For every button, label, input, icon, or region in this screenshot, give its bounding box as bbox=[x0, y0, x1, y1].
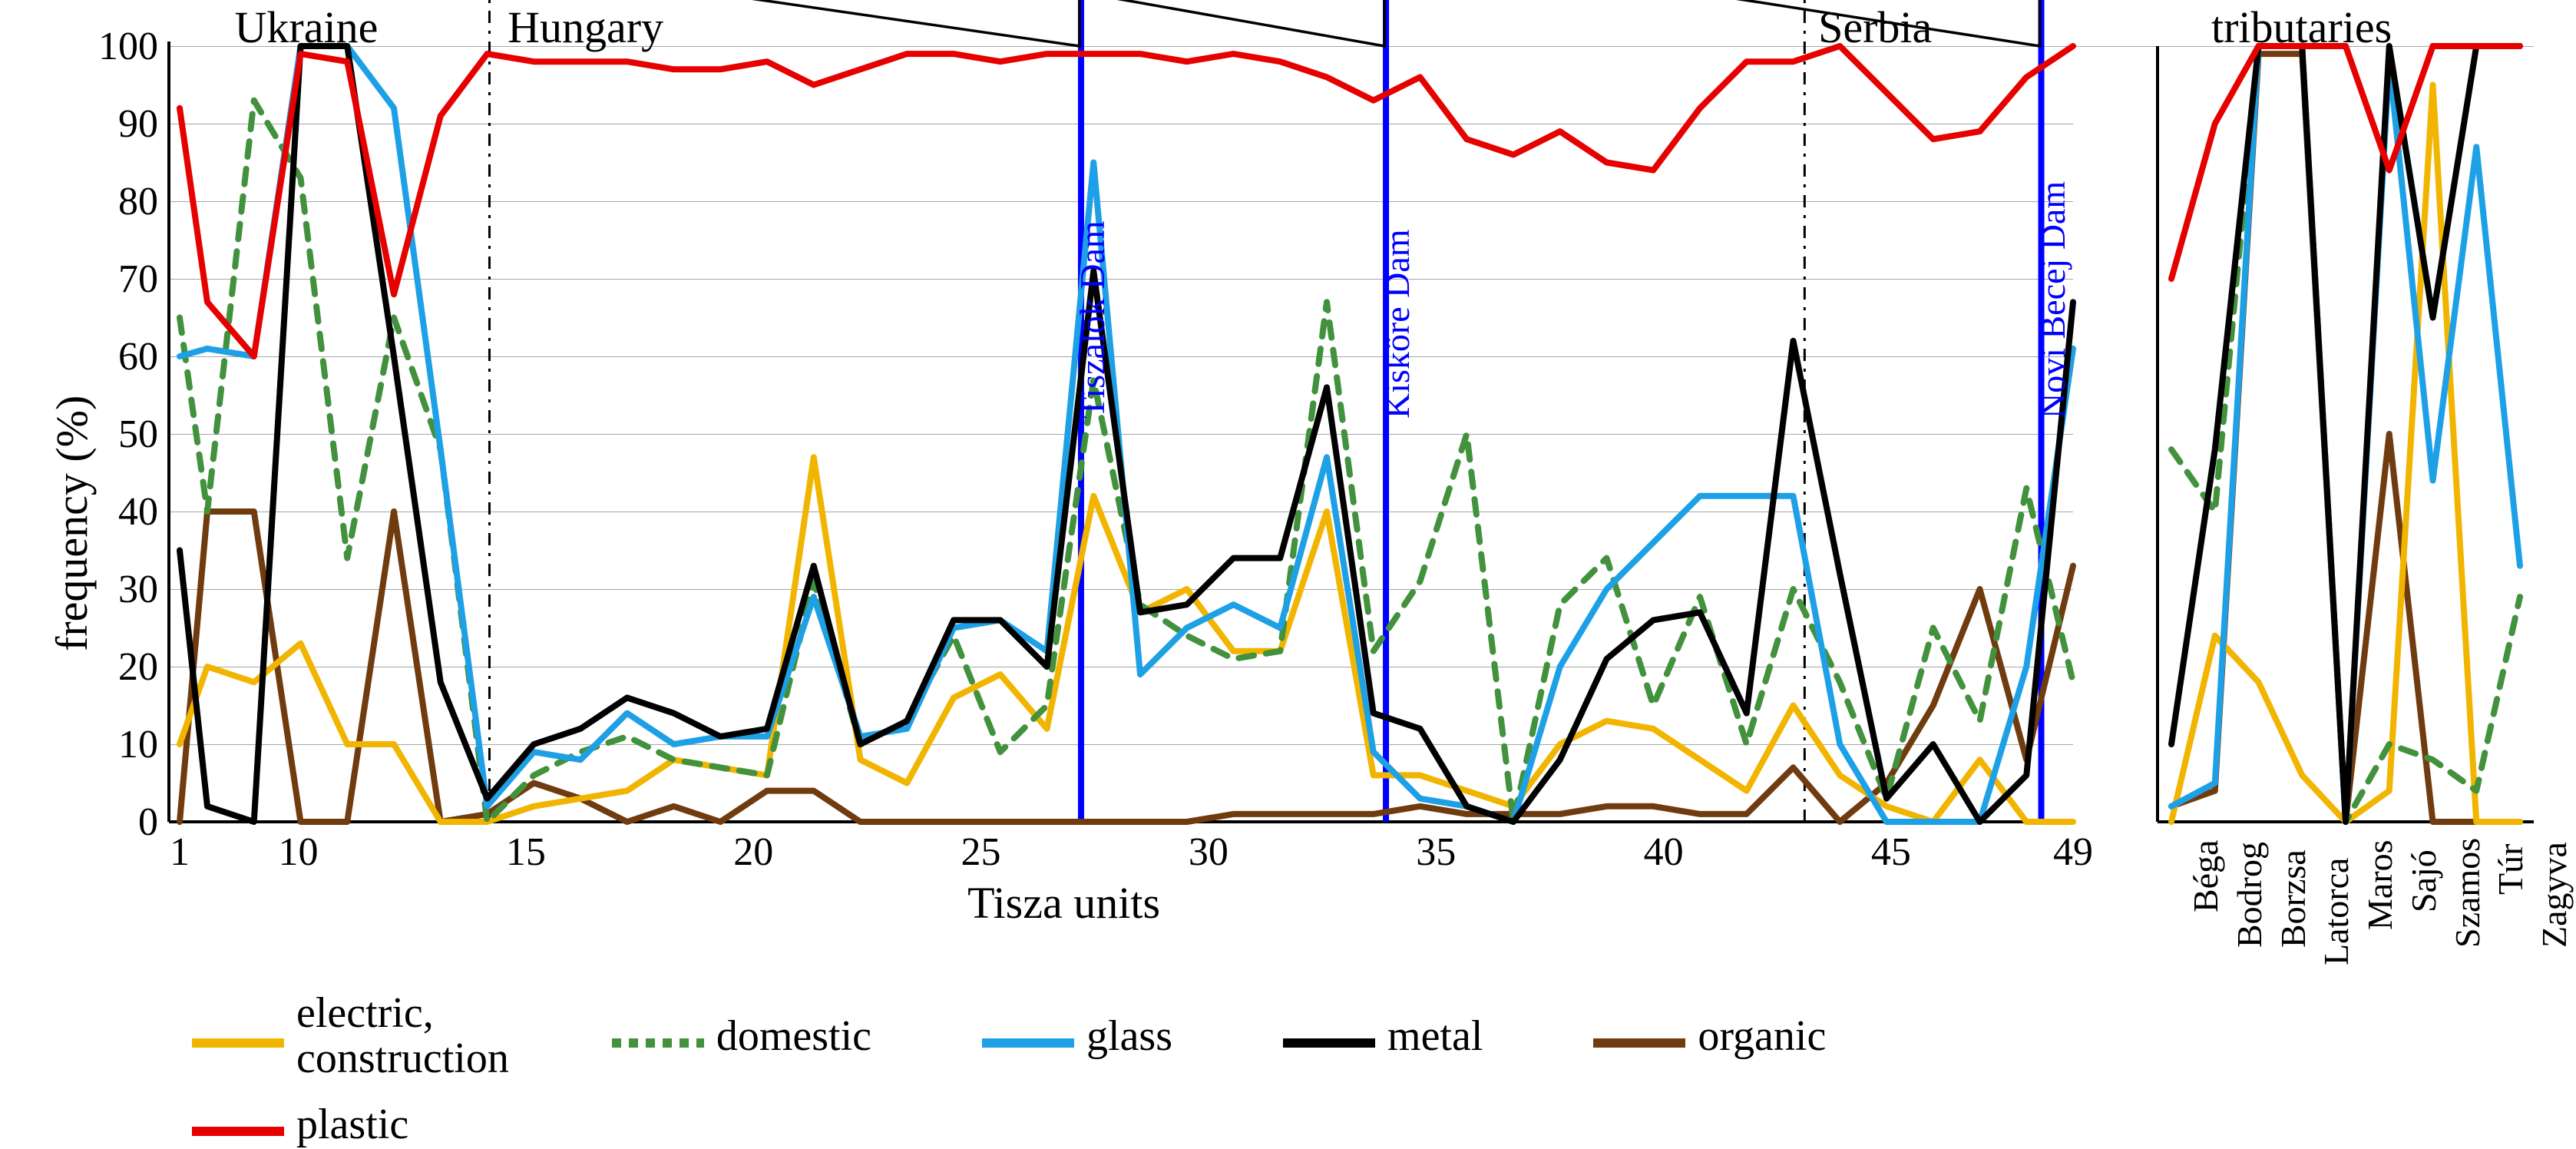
x-tick-label: 1 bbox=[170, 829, 190, 875]
legend-label: electric,construction bbox=[296, 991, 509, 1081]
x-tick-label: 30 bbox=[1189, 829, 1228, 875]
tributary-tick-label: Túr bbox=[2490, 844, 2531, 895]
y-axis-title: frequency (%) bbox=[46, 395, 98, 651]
x-tick-label: 35 bbox=[1416, 829, 1456, 875]
tributary-tick-label: Bodrog bbox=[2229, 842, 2270, 948]
series-line bbox=[180, 46, 2073, 822]
legend-item: electric,construction bbox=[192, 991, 509, 1081]
y-tick-label: 60 bbox=[118, 334, 158, 379]
series-line bbox=[180, 46, 2073, 356]
series-line bbox=[2171, 46, 2520, 279]
legend-label: organic bbox=[1698, 1012, 1826, 1061]
legend: electric,construction domestic glass metal o… bbox=[192, 991, 2065, 1149]
dam-label: Tiszalök Dam bbox=[1072, 220, 1113, 419]
x-tick-label: 20 bbox=[733, 829, 773, 875]
legend-label: plastic bbox=[296, 1100, 408, 1149]
tributary-tick-label: Sajó bbox=[2403, 849, 2444, 912]
series-line bbox=[180, 512, 2073, 822]
legend-item: plastic bbox=[192, 1100, 408, 1149]
y-tick-label: 10 bbox=[118, 722, 158, 767]
region-label: Ukraine bbox=[235, 2, 379, 53]
main-plot-svg bbox=[169, 0, 2073, 837]
legend-item: organic bbox=[1593, 1012, 1826, 1061]
y-tick-label: 40 bbox=[118, 489, 158, 535]
y-tick-label: 80 bbox=[118, 179, 158, 224]
region-label: Hungary bbox=[508, 2, 663, 53]
x-tick-label: 40 bbox=[1644, 829, 1684, 875]
tributary-tick-label: Szamos bbox=[2447, 838, 2488, 948]
legend-item: metal bbox=[1283, 1012, 1483, 1061]
x-axis-title: Tisza units bbox=[967, 877, 1160, 929]
tributary-tick-label: Béga bbox=[2185, 839, 2226, 912]
legend-item: domestic bbox=[612, 1012, 871, 1061]
y-tick-label: 0 bbox=[138, 800, 158, 845]
dam-label: Novi Becej Dam bbox=[2032, 181, 2073, 419]
tributary-tick-label: Latorca bbox=[2316, 858, 2356, 965]
tributary-tick-label: Borzsa bbox=[2273, 849, 2313, 948]
series-line bbox=[180, 46, 2073, 822]
dam-label: Kisköre Dam bbox=[1377, 229, 1417, 419]
y-tick-label: 50 bbox=[118, 412, 158, 457]
y-tick-label: 90 bbox=[118, 101, 158, 147]
chart-root: 0 10 20 30 40 50 60 70 80 90 100 Tiszalök Dam Kiskör… bbox=[0, 0, 2576, 1128]
x-tick-label: 15 bbox=[506, 829, 546, 875]
tributaries-plot bbox=[2158, 46, 2534, 822]
x-tick-label: 25 bbox=[961, 829, 1001, 875]
x-tick-label: 49 bbox=[2053, 829, 2093, 875]
tributary-tick-label: Zagyva bbox=[2534, 842, 2574, 948]
y-tick-label: 20 bbox=[118, 644, 158, 690]
tributary-tick-label: Maros bbox=[2359, 839, 2400, 930]
legend-label: domestic bbox=[716, 1012, 871, 1061]
y-tick-label: 70 bbox=[118, 257, 158, 302]
region-label: Serbia bbox=[1818, 2, 1932, 53]
y-tick-label: 100 bbox=[98, 24, 158, 69]
legend-label: glass bbox=[1086, 1012, 1172, 1061]
main-plot bbox=[169, 46, 2073, 822]
y-tick-label: 30 bbox=[118, 567, 158, 612]
x-tick-label: 10 bbox=[279, 829, 319, 875]
x-tick-label: 45 bbox=[1871, 829, 1911, 875]
legend-item: glass bbox=[982, 1012, 1172, 1061]
legend-label: metal bbox=[1387, 1012, 1483, 1061]
